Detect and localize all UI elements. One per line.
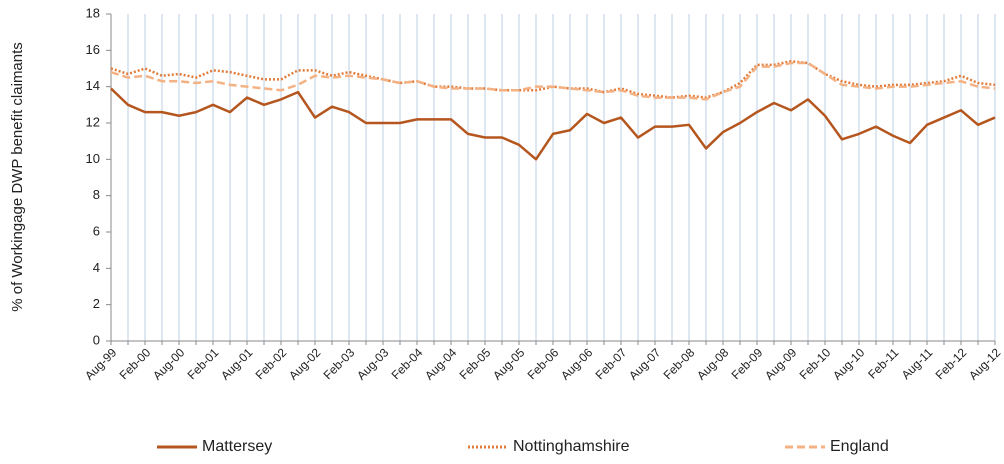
x-tick-label: Feb-05 xyxy=(457,345,494,382)
x-tick-label: Feb-03 xyxy=(321,345,358,382)
x-tick-label: Feb-12 xyxy=(933,345,970,382)
x-tick-label: Feb-08 xyxy=(661,345,698,382)
x-tick-label: Feb-02 xyxy=(253,345,290,382)
x-tick-label: Aug-07 xyxy=(626,345,663,382)
y-tick-label: 2 xyxy=(93,296,100,311)
legend-label: Nottinghamshire xyxy=(513,438,630,455)
x-tick-label: Aug-10 xyxy=(830,345,867,382)
x-tick-label: Aug-99 xyxy=(82,345,119,382)
x-tick-label: Feb-04 xyxy=(389,345,426,382)
x-tick-label: Feb-00 xyxy=(117,345,154,382)
x-tick-label: Aug-08 xyxy=(694,345,731,382)
y-tick-label: 4 xyxy=(93,260,100,275)
x-tick-label: Aug-03 xyxy=(354,345,391,382)
x-tick-label: Aug-01 xyxy=(218,345,255,382)
y-tick-label: 6 xyxy=(93,223,100,238)
y-tick-label: 12 xyxy=(86,114,100,129)
x-tick-label: Feb-10 xyxy=(797,345,834,382)
x-tick-label: Aug-02 xyxy=(286,345,323,382)
x-tick-label: Feb-09 xyxy=(729,345,766,382)
series-line xyxy=(110,61,996,101)
x-tick-label: Aug-04 xyxy=(422,345,459,382)
legend-label: Mattersey xyxy=(202,438,272,455)
x-tick-label: Aug-05 xyxy=(490,345,527,382)
x-tick-label: Feb-06 xyxy=(525,345,562,382)
x-tick-label: Feb-01 xyxy=(185,345,222,382)
y-tick-label: 14 xyxy=(86,78,100,93)
y-tick-label: 16 xyxy=(86,42,100,57)
x-tick-label: Aug-00 xyxy=(150,345,187,382)
y-tick-label: 10 xyxy=(86,151,100,166)
series-line xyxy=(110,59,996,99)
legend-label: England xyxy=(830,438,889,455)
x-tick-label: Feb-11 xyxy=(865,345,901,381)
x-tick-label: Aug-12 xyxy=(966,345,1003,382)
series-line xyxy=(110,87,996,161)
x-tick-label: Feb-07 xyxy=(593,345,630,382)
y-tick-label: 18 xyxy=(86,5,100,20)
x-tick-label: Aug-06 xyxy=(558,345,595,382)
x-tick-label: Aug-09 xyxy=(762,345,799,382)
y-tick-label: 0 xyxy=(93,332,100,347)
y-axis-label: % of Workingage DWP benefit claimants xyxy=(9,42,26,312)
y-tick-label: 8 xyxy=(93,187,100,202)
x-tick-label: Aug-11 xyxy=(899,345,936,382)
